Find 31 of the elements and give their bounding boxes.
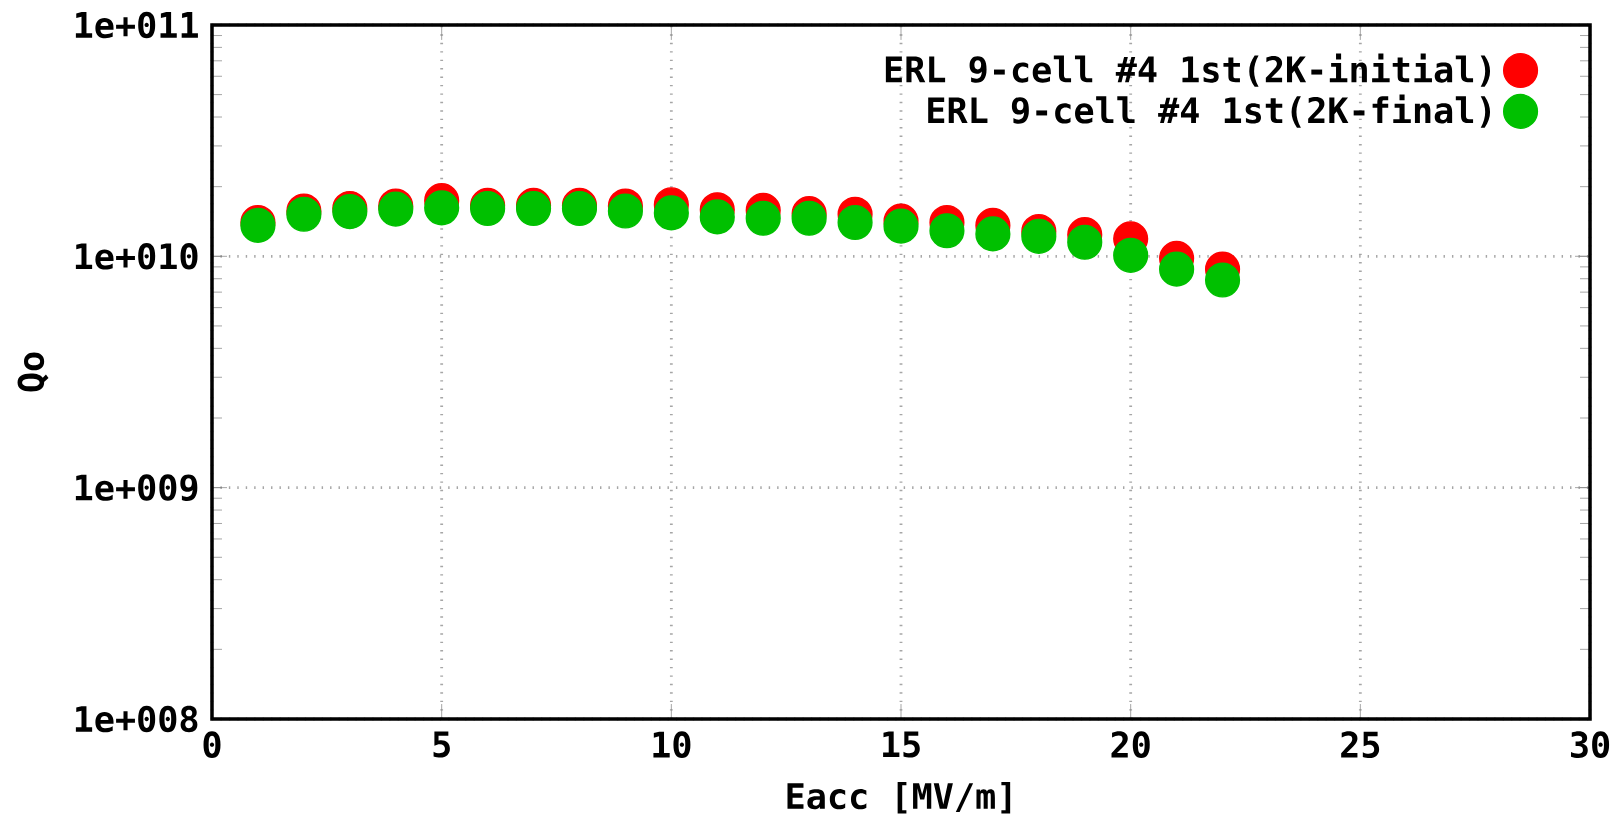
x-tick-label: 10 (653, 731, 691, 758)
point (929, 213, 965, 249)
x-tick-label: 25 (1341, 731, 1380, 758)
point (1204, 262, 1241, 298)
x-tick-label: 30 (1571, 731, 1610, 758)
point (699, 199, 735, 235)
x-tick-label: 5 (433, 731, 450, 758)
point (1159, 251, 1195, 287)
point (607, 193, 643, 229)
point (424, 190, 460, 226)
legend-label: ERL 9-cell #4 1st(2K-initial) (885, 53, 1491, 87)
y-tick-label: 1e+010 (75, 242, 198, 270)
legend-label: ERL 9-cell #4 1st(2K-final) (928, 94, 1491, 128)
x-tick-label: 15 (883, 731, 920, 758)
point (653, 195, 689, 231)
point (1021, 218, 1057, 254)
y-axis-title: Qo (17, 352, 49, 392)
point (837, 204, 873, 240)
point (791, 200, 827, 236)
point (883, 208, 919, 244)
y-tick-label: 1e+009 (75, 474, 198, 501)
y-tick-label: 1e+011 (75, 11, 198, 39)
point (332, 193, 368, 230)
point (1067, 224, 1103, 260)
point (975, 216, 1011, 252)
point (745, 200, 781, 236)
x-axis-title: Eacc [MV/m] (787, 781, 1011, 814)
point (1113, 237, 1149, 273)
y-tick-label: 1e+008 (75, 705, 198, 733)
x-tick-label: 0 (203, 731, 221, 758)
x-tick-label: 20 (1111, 731, 1150, 758)
